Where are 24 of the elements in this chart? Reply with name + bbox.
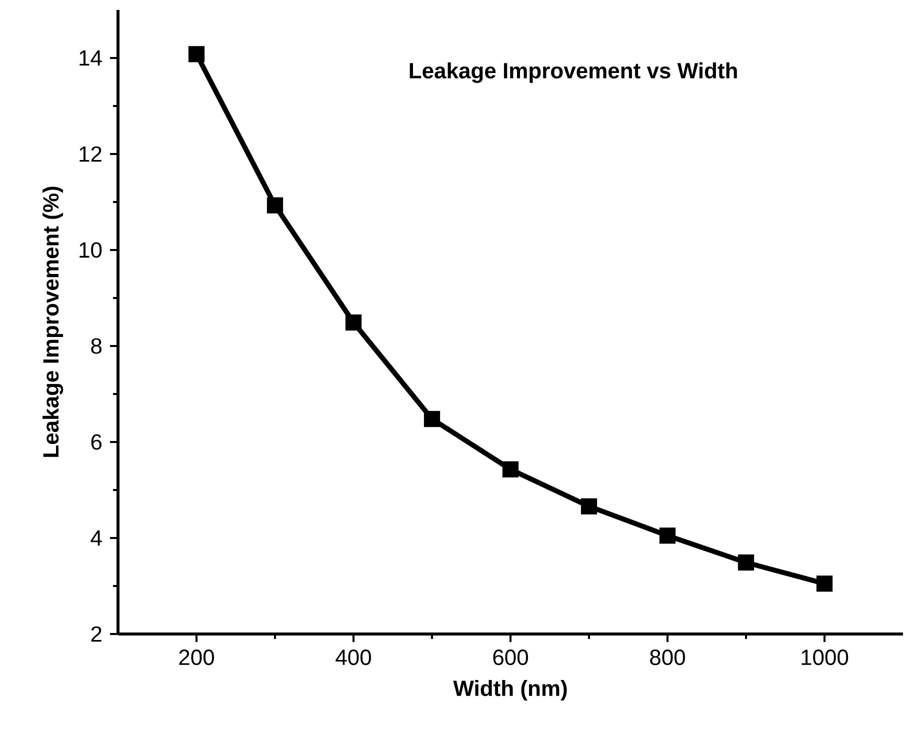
y-tick-label: 8 [91, 338, 102, 354]
x-tick-label: 1000 [802, 650, 848, 666]
x-axis-title: Width (nm) [453, 680, 567, 700]
point [580, 498, 598, 514]
y-axis-title: Leakage Improvement (%) [42, 186, 64, 457]
x-tick-label: 800 [650, 650, 685, 666]
y-tick-label: 6 [91, 434, 102, 450]
point [502, 461, 519, 478]
point [424, 410, 440, 428]
y-tick-label: 14 [80, 50, 102, 66]
y-tick-label: 12 [80, 146, 102, 162]
x-tick-label: 200 [179, 650, 214, 666]
y-tick-label: 2 [91, 626, 102, 642]
y-tick-label: 10 [80, 242, 102, 258]
text: Leakage Improvement vs Width [410, 62, 737, 83]
point [345, 314, 362, 331]
point [659, 528, 676, 544]
point [188, 46, 205, 62]
point [816, 576, 833, 592]
x-tick-label: 600 [493, 650, 528, 666]
point [738, 554, 754, 571]
point [266, 197, 284, 214]
x-tick-label: 400 [336, 650, 371, 666]
y-tick-label: 4 [90, 530, 102, 546]
